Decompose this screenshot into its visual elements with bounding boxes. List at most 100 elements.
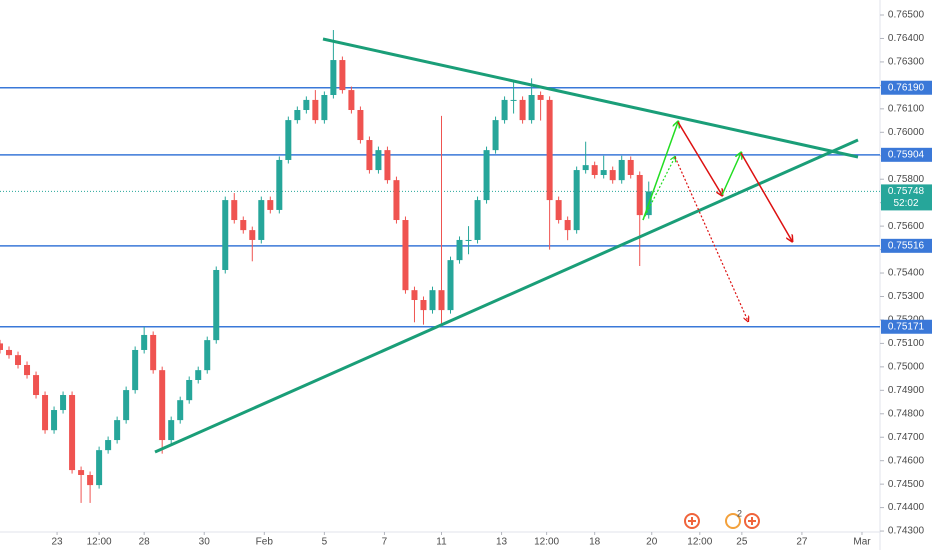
candle-body bbox=[510, 99, 517, 101]
level-label-box bbox=[881, 80, 932, 95]
x-tick-label: 25 bbox=[736, 537, 748, 548]
y-tick-label: 0.74900 bbox=[888, 385, 925, 396]
candle-body bbox=[366, 140, 373, 171]
candle-body bbox=[186, 380, 193, 401]
candle-body bbox=[582, 165, 589, 171]
candle-body bbox=[69, 395, 76, 471]
trend-line bbox=[322, 37, 859, 159]
candle-body bbox=[465, 239, 472, 241]
event-icon[interactable] bbox=[725, 513, 741, 529]
x-tick-label: 23 bbox=[52, 537, 64, 548]
candle-body bbox=[114, 420, 121, 441]
candle-body bbox=[24, 364, 31, 376]
y-tick-label: 0.74800 bbox=[888, 408, 925, 419]
candle-body bbox=[213, 269, 220, 341]
y-tick-label: 0.76400 bbox=[888, 33, 925, 44]
candle-body bbox=[105, 440, 112, 451]
candle-body bbox=[168, 420, 175, 441]
candle-body bbox=[222, 200, 229, 270]
candle-body bbox=[60, 395, 67, 411]
y-tick-label: 0.76000 bbox=[888, 127, 925, 138]
arrow bbox=[642, 122, 678, 221]
candle-body bbox=[294, 110, 301, 121]
candle-body bbox=[456, 239, 463, 261]
y-tick-label: 0.75100 bbox=[888, 338, 925, 349]
x-tick-label: 13 bbox=[496, 537, 508, 548]
x-tick-label: 12:00 bbox=[534, 537, 559, 548]
arrow bbox=[740, 152, 792, 241]
candle-body bbox=[492, 120, 499, 151]
candle-body bbox=[258, 200, 265, 240]
x-tick-label: 7 bbox=[382, 537, 388, 548]
x-tick-label: 11 bbox=[436, 537, 447, 548]
candle-body bbox=[429, 290, 436, 311]
candle-body bbox=[357, 110, 364, 141]
candle-body bbox=[123, 390, 130, 421]
candle-body bbox=[42, 395, 49, 431]
level-label: 0.75171 bbox=[888, 321, 925, 332]
candle-body bbox=[636, 174, 643, 216]
y-tick-label: 0.74400 bbox=[888, 502, 925, 513]
candle-body bbox=[330, 60, 337, 95]
candle-body bbox=[6, 349, 13, 356]
level-label-box bbox=[881, 238, 932, 253]
candle-body bbox=[177, 400, 184, 421]
candle-body bbox=[312, 99, 319, 121]
candle-body bbox=[528, 95, 535, 121]
candle-body bbox=[204, 340, 211, 371]
event-icons: 2 bbox=[684, 508, 760, 529]
countdown-label: 52:02 bbox=[893, 198, 918, 209]
y-tick-label: 0.75000 bbox=[888, 362, 925, 373]
x-tick-label: 12:00 bbox=[687, 537, 712, 548]
candle-body bbox=[618, 159, 625, 181]
y-tick-label: 0.75800 bbox=[888, 174, 925, 185]
event-count: 2 bbox=[737, 508, 742, 518]
candle-body bbox=[321, 95, 328, 121]
y-tick-label: 0.74700 bbox=[888, 432, 925, 443]
event-icon-glyph bbox=[748, 517, 756, 525]
candle-body bbox=[348, 90, 355, 111]
x-tick-label: Feb bbox=[256, 537, 274, 548]
x-tick-label: 30 bbox=[199, 537, 211, 548]
candle-body bbox=[78, 470, 85, 475]
trend-line bbox=[154, 138, 859, 454]
x-tick-label: 12:00 bbox=[87, 537, 112, 548]
candle-body bbox=[555, 200, 562, 221]
candle-body bbox=[87, 475, 94, 486]
candle-body bbox=[501, 99, 508, 121]
candle-body bbox=[600, 170, 607, 175]
candle-body bbox=[51, 410, 58, 431]
candle-body bbox=[573, 170, 580, 231]
y-tick-label: 0.76500 bbox=[888, 10, 925, 21]
y-tick-label: 0.75300 bbox=[888, 291, 925, 302]
y-tick-label: 0.74600 bbox=[888, 455, 925, 466]
candle-body bbox=[447, 260, 454, 311]
candle-body bbox=[96, 450, 103, 486]
candle-body bbox=[411, 290, 418, 301]
arrow bbox=[721, 153, 741, 196]
candle-body bbox=[384, 150, 391, 181]
current-price-box bbox=[881, 184, 932, 211]
y-tick-label: 0.75400 bbox=[888, 268, 925, 279]
x-tick-label: 18 bbox=[589, 537, 601, 548]
candle-body bbox=[537, 95, 544, 100]
candle-body bbox=[159, 370, 166, 441]
y-tick-label: 0.75600 bbox=[888, 221, 925, 232]
drawings bbox=[154, 37, 859, 454]
current-price-label: 0.75748 bbox=[888, 186, 925, 197]
dotted-arrow bbox=[674, 156, 748, 321]
x-tick-label: 27 bbox=[796, 537, 808, 548]
level-label: 0.75516 bbox=[888, 240, 925, 251]
candle-body bbox=[591, 165, 598, 175]
x-tick-label: Mar bbox=[853, 537, 871, 548]
candle-body bbox=[0, 343, 3, 350]
candle-body bbox=[393, 180, 400, 221]
y-tick-label: 0.76300 bbox=[888, 57, 925, 68]
level-label: 0.76190 bbox=[888, 82, 925, 93]
event-icon-glyph bbox=[688, 517, 696, 525]
candle-body bbox=[249, 230, 256, 240]
candle-body bbox=[546, 99, 553, 201]
candle-body bbox=[519, 99, 526, 121]
candle-body bbox=[564, 220, 571, 231]
